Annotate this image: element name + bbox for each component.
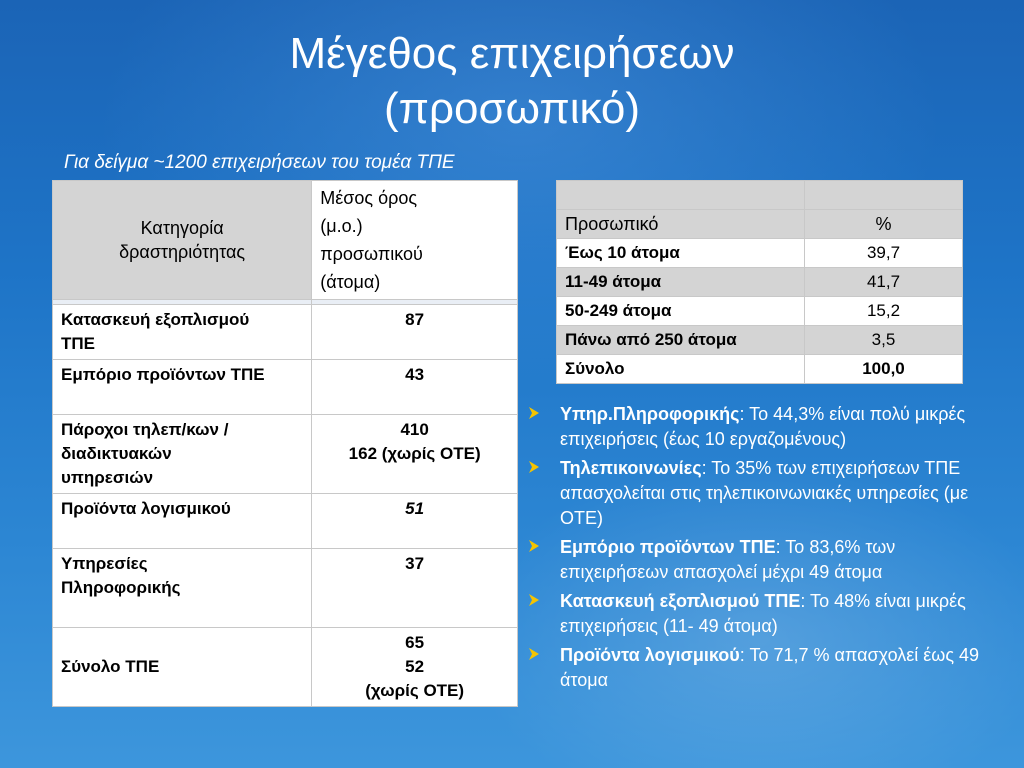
- staff-size-distribution-table: Προσωπικό % Έως 10 άτομα 39,7 11-49 άτομ…: [556, 180, 963, 384]
- row-value: 43: [311, 359, 518, 415]
- row-label: Πάνω από 250 άτομα: [556, 325, 805, 355]
- table-row: Εμπόριο προϊόντων ΤΠΕ 43: [51, 359, 518, 415]
- table-row: Υπηρεσίες Πληροφορικής 37: [51, 548, 518, 628]
- row-value: 39,7: [804, 238, 963, 268]
- col-header-percent: %: [804, 209, 963, 239]
- arrow-bullet-icon: [529, 461, 539, 473]
- arrow-bullet-icon: [529, 540, 539, 552]
- table-row total-row: Σύνολο ΤΠΕ 65 52 (χωρίς ΟΤΕ): [51, 627, 518, 707]
- arrow-bullet-icon: [529, 407, 539, 419]
- col-header-category: Κατηγορία δραστηριότητας: [51, 180, 313, 300]
- row-value-line1: 65: [405, 633, 425, 652]
- bullet-text: : Το 48% είναι μικρές επιχειρήσεις (11- …: [560, 591, 966, 636]
- row-value-line2: 162 (χωρίς ΟΤΕ): [348, 444, 481, 463]
- arrow-bullet-icon: [529, 594, 539, 606]
- col-header-category-line2: δραστηριότητας: [119, 242, 246, 262]
- table-row: 50-249 άτομα 15,2: [556, 296, 963, 326]
- row-category-line2: ΤΠΕ: [61, 334, 95, 353]
- col-header-category-line1: Κατηγορία: [140, 218, 224, 238]
- table-row: Προϊόντα λογισμικού 51: [51, 493, 518, 549]
- row-category: Πάροχοι τηλεπ/κων / διαδικτυακών υπηρεσι…: [51, 414, 313, 494]
- row-category-line2: διαδικτυακών: [61, 444, 172, 463]
- list-item: Υπηρ.Πληροφορικής: Το 44,3% είναι πολύ μ…: [522, 402, 992, 452]
- bullet-text: : Το 71,7 % απασχολεί έως 49 άτομα: [560, 645, 980, 690]
- row-label: Σύνολο: [556, 354, 805, 384]
- list-item: Εμπόριο προϊόντων ΤΠΕ: Το 83,6% των επιχ…: [522, 535, 992, 585]
- bullet-text: : Το 44,3% είναι πολύ μικρές επιχειρήσει…: [560, 404, 966, 449]
- arrow-bullet-icon: [529, 648, 539, 660]
- table-row: Έως 10 άτομα 39,7: [556, 238, 963, 268]
- row-category-line3: υπηρεσιών: [61, 468, 154, 487]
- bullet-label: Προϊόντα λογισμικού: [560, 645, 740, 665]
- col-header-average-line2: (μ.ο.): [320, 216, 363, 236]
- bullet-label: Τηλεπικοινωνίες: [560, 458, 702, 478]
- bullet-label: Κατασκευή εξοπλισμού ΤΠΕ: [560, 591, 801, 611]
- list-item: Τηλεπικοινωνίες: Το 35% των επιχειρήσεων…: [522, 456, 992, 531]
- findings-bullet-list: Υπηρ.Πληροφορικής: Το 44,3% είναι πολύ μ…: [522, 402, 992, 697]
- row-category: Σύνολο ΤΠΕ: [51, 627, 313, 707]
- row-category: Υπηρεσίες Πληροφορικής: [51, 548, 313, 628]
- col-header-average-line1: Μέσος όρος: [320, 188, 418, 208]
- table-row: Κατασκευή εξοπλισμού ΤΠΕ 87: [51, 304, 518, 360]
- title-line-2: (προσωπικό): [383, 84, 641, 133]
- title-line-1: Μέγεθος επιχειρήσεων: [289, 29, 735, 78]
- row-category: Προϊόντα λογισμικού: [51, 493, 313, 549]
- list-item: Προϊόντα λογισμικού: Το 71,7 % απασχολεί…: [522, 643, 992, 693]
- row-category: Κατασκευή εξοπλισμού ΤΠΕ: [51, 304, 313, 360]
- row-value-line1: 410: [400, 420, 429, 439]
- table-row: 11-49 άτομα 41,7: [556, 267, 963, 297]
- col-header-average-line3: προσωπικού: [320, 244, 423, 264]
- row-value: 37: [311, 548, 518, 628]
- row-value: 15,2: [804, 296, 963, 326]
- row-category-line2: Πληροφορικής: [61, 578, 181, 597]
- row-value: 87: [311, 304, 518, 360]
- slide-title: Μέγεθος επιχειρήσεων (προσωπικό): [0, 26, 1024, 136]
- row-value-line3: (χωρίς ΟΤΕ): [365, 681, 465, 700]
- row-value: 41,7: [804, 267, 963, 297]
- bullet-label: Εμπόριο προϊόντων ΤΠΕ: [560, 537, 776, 557]
- row-value: 100,0: [804, 354, 963, 384]
- category-average-staff-table: Κατηγορία δραστηριότητας Μέσος όρος (μ.ο…: [51, 180, 518, 707]
- row-label: 50-249 άτομα: [556, 296, 805, 326]
- bullet-text: : Το 35% των επιχειρήσεων ΤΠΕ απασχολείτ…: [560, 458, 969, 528]
- row-category-line1: Κατασκευή εξοπλισμού: [61, 310, 250, 329]
- table-row: Πάροχοι τηλεπ/κων / διαδικτυακών υπηρεσι…: [51, 414, 518, 494]
- row-value-line2: 52: [405, 657, 425, 676]
- list-item: Κατασκευή εξοπλισμού ΤΠΕ: Το 48% είναι μ…: [522, 589, 992, 639]
- row-label: 11-49 άτομα: [556, 267, 805, 297]
- row-label: Έως 10 άτομα: [556, 238, 805, 268]
- row-value: 3,5: [804, 325, 963, 355]
- row-category: Εμπόριο προϊόντων ΤΠΕ: [51, 359, 313, 415]
- col-header-staff: Προσωπικό: [556, 209, 805, 239]
- table-row: Πάνω από 250 άτομα 3,5: [556, 325, 963, 355]
- bullet-text: : Το 83,6% των επιχειρήσεων απασχολεί μέ…: [560, 537, 896, 582]
- col-header-average: Μέσος όρος (μ.ο.) προσωπικού (άτομα): [311, 180, 518, 300]
- table-row total-row: Σύνολο 100,0: [556, 354, 963, 384]
- row-category-line1: Πάροχοι τηλεπ/κων /: [61, 420, 229, 439]
- sample-subtitle: Για δείγμα ~1200 επιχειρήσεων του τομέα …: [64, 152, 455, 173]
- row-value: 65 52 (χωρίς ΟΤΕ): [311, 627, 518, 707]
- row-value: 410 162 (χωρίς ΟΤΕ): [311, 414, 518, 494]
- row-value: 51: [311, 493, 518, 549]
- col-header-average-line4: (άτομα): [320, 272, 381, 292]
- bullet-label: Υπηρ.Πληροφορικής: [560, 404, 740, 424]
- row-category-line1: Υπηρεσίες: [61, 554, 148, 573]
